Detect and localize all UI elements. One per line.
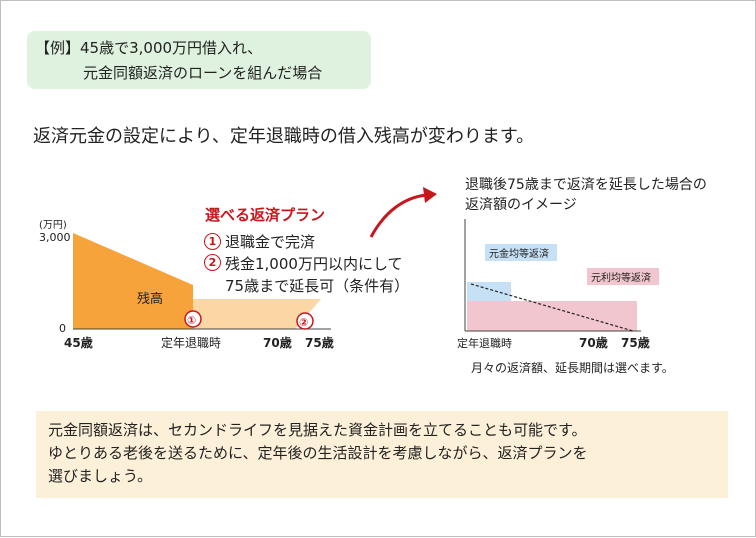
right-x-label-70: 70歳 — [579, 335, 608, 350]
example-line-2: 元金同額返済のローンを組んだ場合 — [83, 64, 323, 82]
right-principal-area — [467, 282, 511, 301]
right-interest-label-box — [587, 268, 659, 285]
right-chart-title-line-2: 返済額のイメージ — [465, 197, 577, 213]
plan-item-2-continued: 75歳まで延長可（条件有） — [225, 277, 410, 295]
right-chart-title-line-1: 退職後75歳まで返済を延長した場合の — [465, 177, 707, 193]
plan-item-2: 残金1,000万円以内にして — [225, 255, 403, 273]
right-interest-label: 元利均等返済 — [591, 271, 651, 284]
left-x-label-retire: 定年退職時 — [161, 335, 221, 350]
left-marker-1: ① — [187, 314, 196, 327]
left-extended-area — [193, 299, 321, 329]
plan-number-1: 1 — [204, 233, 221, 250]
plan-item-1: 退職金で完済 — [225, 233, 316, 251]
right-interest-area — [467, 301, 637, 331]
right-principal-label: 元金均等返済 — [489, 247, 549, 260]
headline: 返済元金の設定により、定年退職時の借入残高が変わります。 — [33, 126, 535, 147]
left-area-label: 残高 — [137, 291, 163, 307]
right-principal-label-box — [485, 244, 557, 261]
example-box: 【例】45歳で3,000万円借入れ、 元金同額返済のローンを組んだ場合 — [27, 31, 371, 89]
summary-line-1: 元金同額返済は、セカンドライフを見据えた資金計画を立てることも可能です。 — [48, 421, 587, 439]
summary-box: 元金同額返済は、セカンドライフを見据えた資金計画を立てることも可能です。 ゆとり… — [36, 411, 728, 498]
left-y-zero-label: 0 — [59, 322, 66, 335]
left-remaining-area — [73, 233, 193, 329]
summary-line-2: ゆとりある老後を送るために、定年後の生活設計を考慮しながら、返済プランを — [48, 444, 588, 462]
left-x-label-70: 70歳 — [263, 335, 292, 350]
curved-arrow — [369, 193, 428, 238]
plan-title: 選べる返済プラン — [205, 206, 326, 224]
left-x-label-45: 45歳 — [64, 335, 93, 350]
right-chart-note: 月々の返済額、延長期間は選べます。 — [471, 361, 674, 375]
curved-arrow-head — [423, 187, 437, 203]
right-x-label-retire: 定年退職時 — [457, 336, 512, 350]
example-line-1: 【例】45歳で3,000万円借入れ、 — [35, 39, 263, 57]
right-dashed-line — [470, 283, 634, 332]
left-x-label-75: 75歳 — [305, 335, 334, 350]
left-marker-2-circle — [296, 312, 314, 330]
left-marker-2: ② — [299, 316, 308, 329]
left-marker-1-circle — [184, 310, 202, 328]
left-y-max-label: 3,000 — [39, 231, 71, 244]
summary-line-3: 選びましょう。 — [48, 467, 153, 485]
right-x-label-75: 75歳 — [621, 335, 650, 350]
left-unit-label: (万円) — [39, 220, 67, 231]
plan-number-2: 2 — [204, 254, 221, 271]
